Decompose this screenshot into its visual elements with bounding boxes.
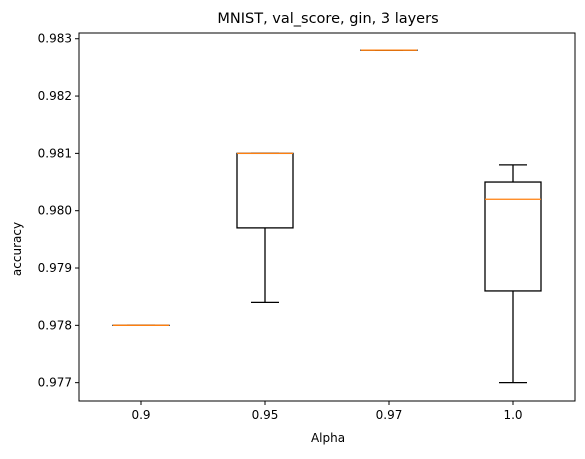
plot-area: [79, 33, 575, 401]
y-tick-label: 0.982: [38, 89, 72, 103]
box-marks: [113, 50, 541, 382]
y-tick-label: 0.979: [38, 261, 72, 275]
box-iqr: [237, 153, 293, 228]
x-axis-label: Alpha: [311, 431, 345, 445]
box-iqr: [485, 182, 541, 291]
box-group-1-0: [485, 165, 541, 383]
y-axis-ticks: 0.977 0.978 0.979 0.980 0.981 0.982 0.983: [38, 32, 79, 390]
x-tick-label: 0.9: [131, 408, 150, 422]
y-axis-label: accuracy: [10, 222, 24, 276]
y-tick-label: 0.977: [38, 376, 72, 390]
x-axis-ticks: 0.9 0.95 0.97 1.0: [131, 401, 522, 422]
y-tick-label: 0.981: [38, 146, 72, 160]
chart-title: MNIST, val_score, gin, 3 layers: [217, 11, 438, 27]
x-tick-label: 0.95: [252, 408, 279, 422]
y-tick-label: 0.980: [38, 204, 72, 218]
axes-frame: [79, 33, 575, 401]
x-tick-label: 0.97: [376, 408, 403, 422]
x-tick-label: 1.0: [503, 408, 522, 422]
y-tick-label: 0.983: [38, 32, 72, 46]
y-tick-label: 0.978: [38, 318, 72, 332]
box-group-0-95: [237, 153, 293, 302]
